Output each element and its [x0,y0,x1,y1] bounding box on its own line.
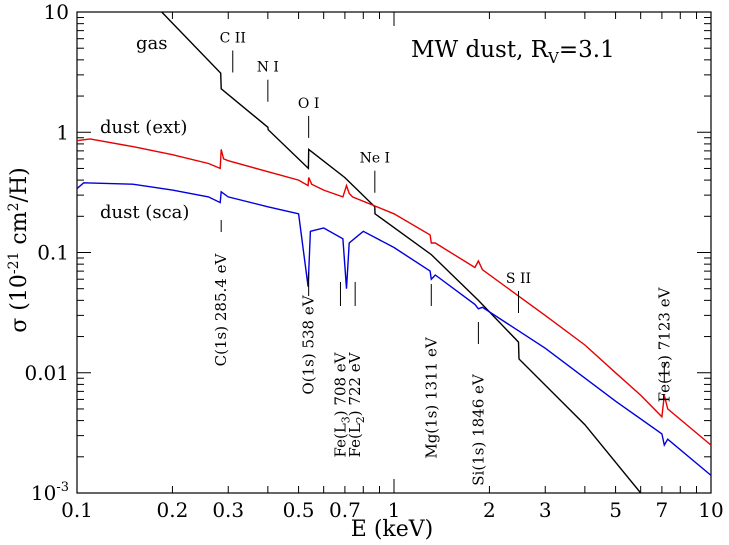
y-tick-label: 10 [44,0,69,24]
series-label-gas: gas [136,33,168,54]
axis-ticks [76,12,711,494]
series-line-dust-ext [77,138,711,446]
axis-tick-labels: 0.1 0.2 0.3 0.5 0.7 1 2 3 5 7 10 10 1 0.1 0.01 10-3 [24,0,723,522]
feature-label-4: Mg(1s) 1311 eV [422,336,440,458]
x-tick-label: 1 [388,498,401,522]
y-tick-label: 1 [56,120,69,144]
annotations: gas dust (ext) dust (sca) C II N I O I Ne I S I… [100,30,673,485]
feature-label-2: Fe(L3) 708 eV [331,351,352,457]
x-tick-label: 3 [539,498,552,522]
x-tick-label: 7 [656,498,669,522]
y-tick-label: 0.01 [24,361,69,385]
feature-label-5: Si(1s) 1846 eV [469,373,487,486]
chart-title: MW dust, RV=3.1 [411,37,615,67]
x-tick-label: 0.3 [212,498,244,522]
series-lines [77,12,711,493]
series-line-gas [161,12,642,493]
series-label-dust-ext: dust (ext) [100,117,187,138]
x-axis-title: E (keV) [351,517,433,542]
plot-border [76,11,712,494]
edge-label-n-i: N I [257,60,279,76]
edge-label-c-ii: C II [220,30,246,46]
x-tick-label: 0.5 [283,498,315,522]
y-tick-label: 0.1 [37,241,69,265]
feature-label-6: Fe(1s) 7123 eV [655,286,673,402]
x-tick-label: 0.1 [61,498,93,522]
x-tick-label: 2 [483,498,496,522]
edge-label-o-i: O I [298,96,319,112]
x-tick-label: 10 [698,498,723,522]
y-axis-title: σ (10-21 cm2/H) [6,167,32,332]
edge-label-ne-i: Ne I [360,151,391,167]
x-tick-label: 0.2 [157,498,189,522]
series-line-dust-sca [77,182,711,476]
y-tick-label: 10-3 [31,480,69,505]
x-tick-label: 0.7 [329,498,361,522]
edge-label-s-ii: S II [506,271,531,287]
feature-label-0: C(1s) 285.4 eV [212,253,230,367]
feature-label-1: O(1s) 538 eV [300,294,318,394]
feature-label-3: Fe(L2) 722 eV [346,351,367,457]
x-tick-label: 5 [609,498,622,522]
series-label-dust-sca: dust (sca) [100,202,189,223]
plot-frame [76,11,712,494]
